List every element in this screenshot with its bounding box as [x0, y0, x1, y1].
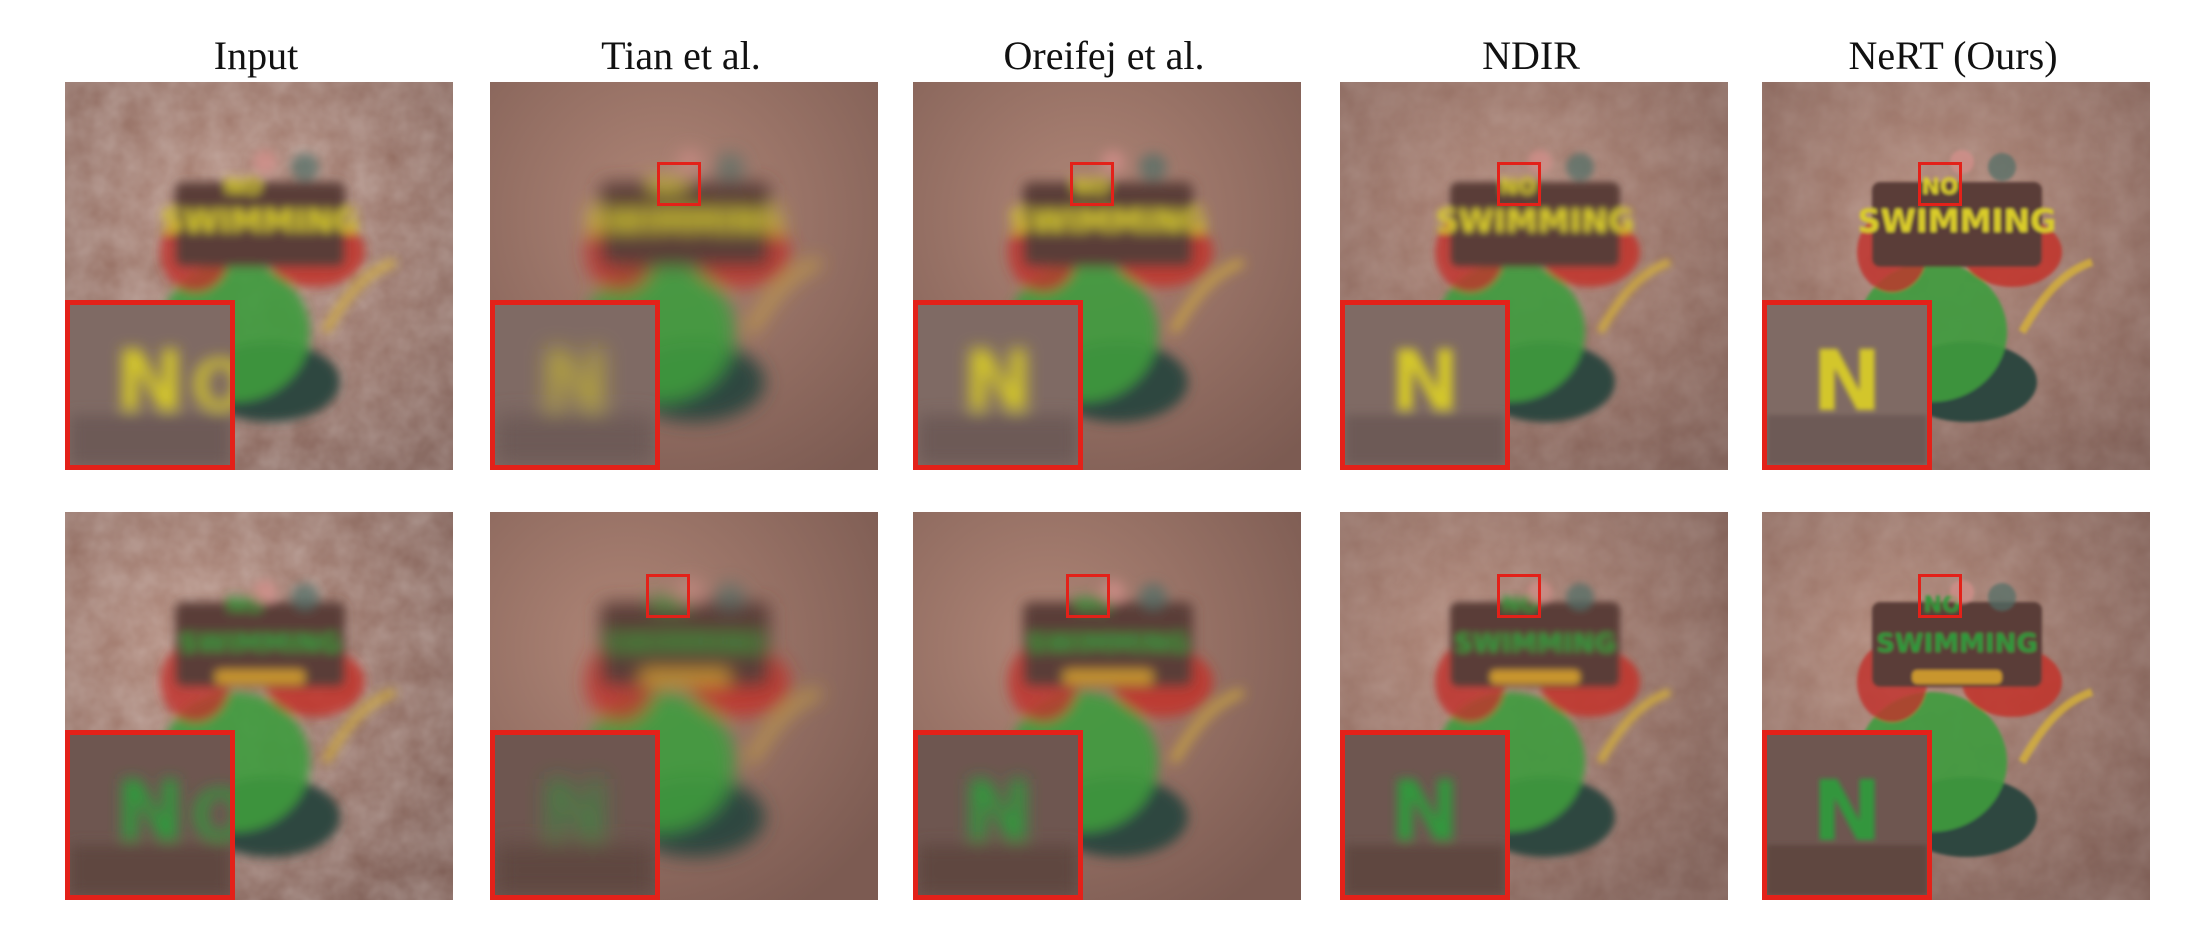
- svg-text:NO: NO: [1072, 175, 1109, 200]
- column-title-ndir: NDIR: [1482, 33, 1580, 78]
- svg-text:N: N: [1390, 762, 1460, 860]
- roi-box-ndir-row2: [1497, 574, 1541, 618]
- image-panel-nert-row2: SWIMMING NO N: [1762, 512, 2150, 900]
- svg-text:NO: NO: [1921, 175, 1958, 200]
- image-panel-tian-row2: SWIMMING NO N: [490, 512, 878, 900]
- roi-box-oreifej-row2: [1066, 574, 1110, 618]
- svg-text:SWIMMING: SWIMMING: [1454, 629, 1616, 659]
- image-panel-input-row1: SWIMMING NO N O: [65, 82, 453, 470]
- svg-text:SWIMMING: SWIMMING: [1436, 202, 1635, 240]
- svg-text:SWIMMING: SWIMMING: [161, 202, 360, 240]
- svg-text:SWIMMING: SWIMMING: [604, 629, 766, 659]
- svg-text:NO: NO: [649, 175, 686, 200]
- svg-text:N: N: [540, 332, 610, 430]
- svg-text:NO: NO: [224, 175, 261, 200]
- column-title-tian: Tian et al.: [601, 33, 761, 78]
- roi-box-ndir-row1: [1497, 162, 1541, 206]
- image-panel-ndir-row1: SWIMMING NO N: [1340, 82, 1728, 470]
- svg-text:N: N: [1390, 332, 1460, 430]
- image-panel-oreifej-row1: SWIMMING NO N: [913, 82, 1301, 470]
- roi-box-oreifej-row1: [1070, 162, 1114, 206]
- svg-text:SWIMMING: SWIMMING: [1009, 202, 1208, 240]
- image-panel-ndir-row2: SWIMMING NO N: [1340, 512, 1728, 900]
- roi-box-nert-row2: [1918, 574, 1962, 618]
- image-panel-tian-row1: SWIMMING NO N: [490, 82, 878, 470]
- roi-box-tian-row2: [646, 574, 690, 618]
- image-panel-oreifej-row2: SWIMMING NO N: [913, 512, 1301, 900]
- zoom-inset-ndir-row2: N: [1340, 730, 1510, 900]
- zoom-inset-oreifej-row2: N: [913, 730, 1083, 900]
- svg-text:N: N: [963, 762, 1033, 860]
- zoom-inset-nert-row1: N: [1762, 300, 1932, 470]
- image-panel-nert-row1: SWIMMING NO N: [1762, 82, 2150, 470]
- roi-box-tian-row1: [657, 162, 701, 206]
- svg-text:SWIMMING: SWIMMING: [1858, 202, 2057, 240]
- svg-text:SWIMMING: SWIMMING: [1876, 629, 2038, 659]
- svg-text:NO: NO: [1499, 175, 1536, 200]
- svg-text:O: O: [190, 345, 230, 427]
- svg-text:N: N: [115, 332, 185, 430]
- svg-text:N: N: [963, 332, 1033, 430]
- zoom-inset-input-row2: N O: [65, 730, 235, 900]
- svg-text:N: N: [540, 762, 610, 860]
- svg-text:O: O: [190, 775, 230, 857]
- svg-text:N: N: [1812, 332, 1882, 430]
- zoom-inset-input-row1: N O: [65, 300, 235, 470]
- svg-text:SWIMMING: SWIMMING: [179, 629, 341, 659]
- image-panel-input-row2: SWIMMING NO N O: [65, 512, 453, 900]
- zoom-inset-tian-row1: N: [490, 300, 660, 470]
- zoom-inset-oreifej-row1: N: [913, 300, 1083, 470]
- column-title-input: Input: [213, 33, 299, 78]
- zoom-inset-tian-row2: N: [490, 730, 660, 900]
- svg-text:SWIMMING: SWIMMING: [586, 202, 785, 240]
- svg-text:SWIMMING: SWIMMING: [1027, 629, 1189, 659]
- svg-text:N: N: [1812, 762, 1882, 860]
- svg-text:N: N: [115, 762, 185, 860]
- column-title-oreifej: Oreifej et al.: [1003, 33, 1205, 78]
- zoom-inset-nert-row2: N: [1762, 730, 1932, 900]
- zoom-inset-ndir-row1: N: [1340, 300, 1510, 470]
- column-title-nert: NeRT (Ours): [1848, 33, 2058, 78]
- roi-box-nert-row1: [1918, 162, 1962, 206]
